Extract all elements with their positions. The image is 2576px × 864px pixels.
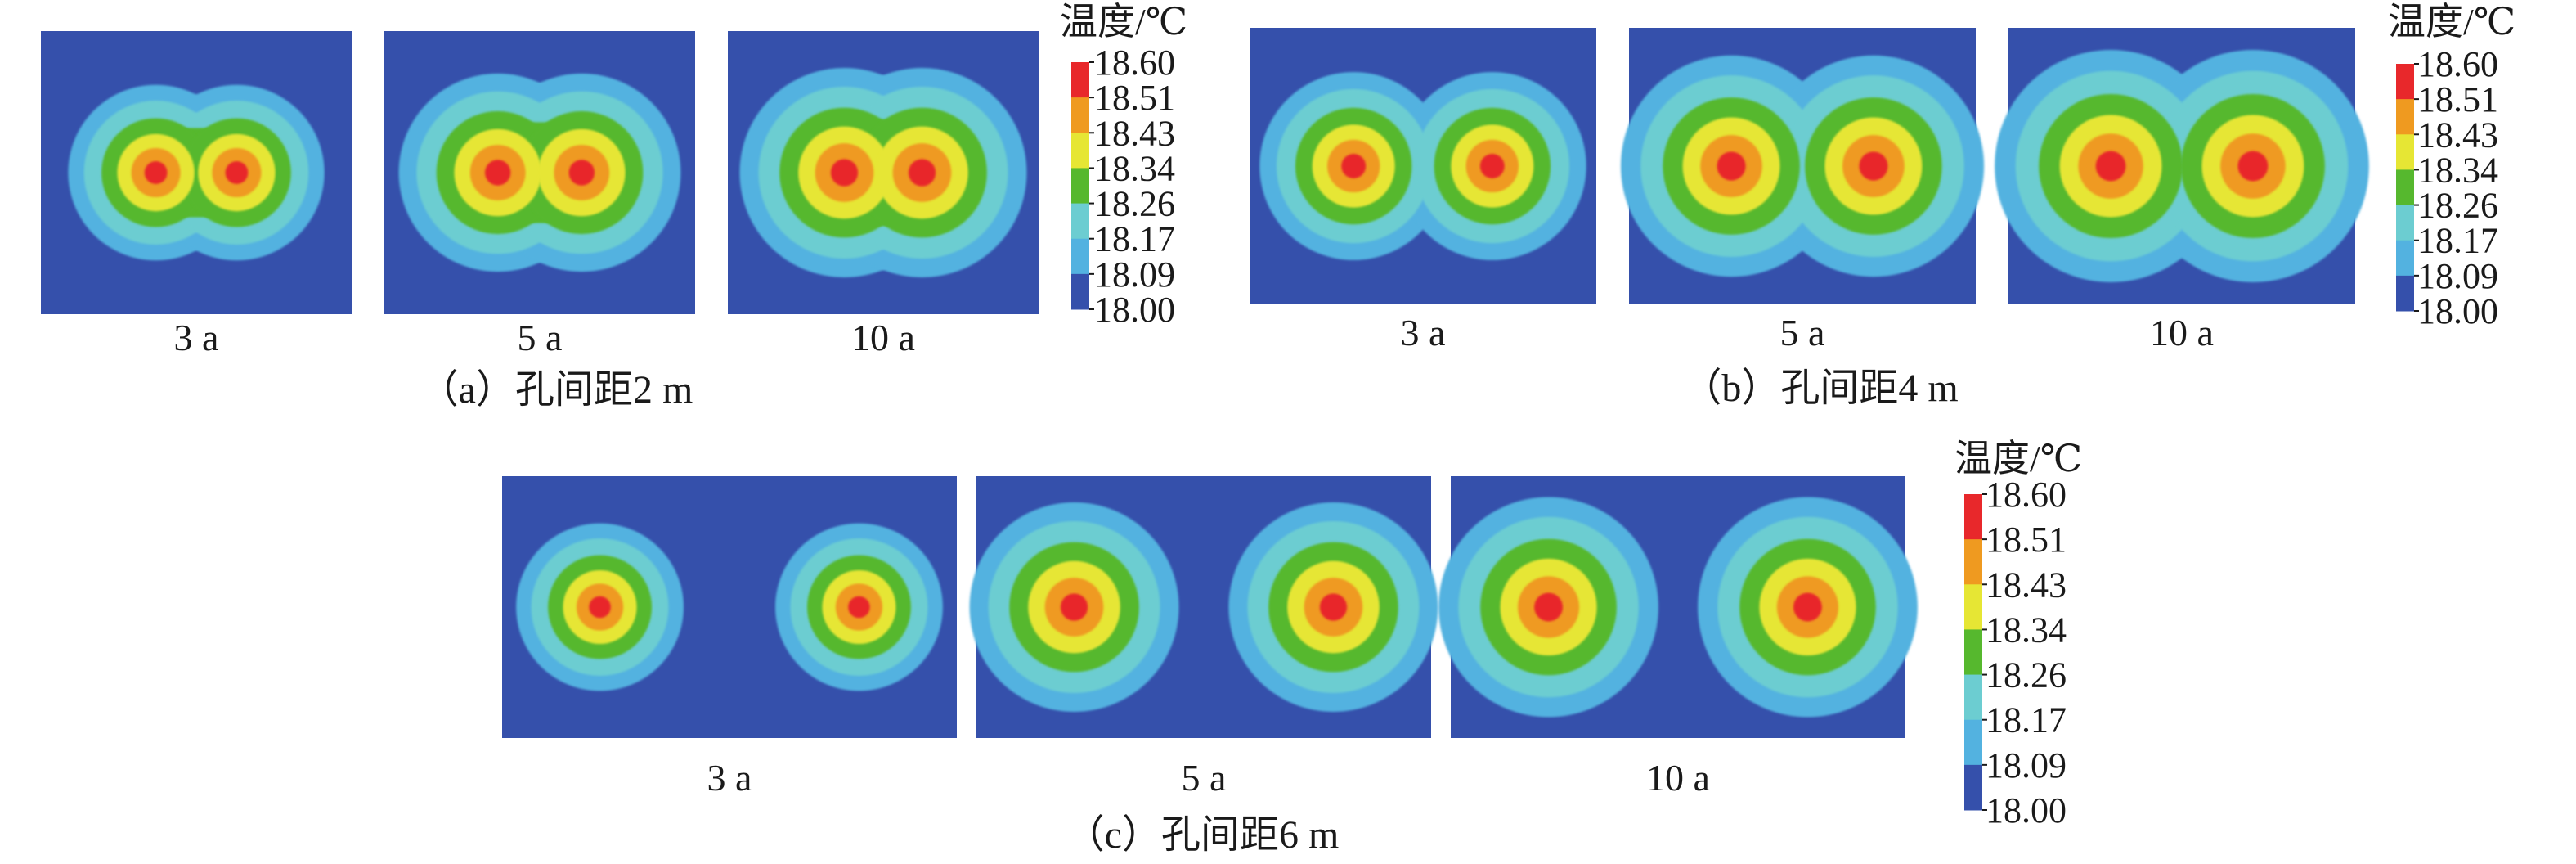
colorbar-tick-label: 18.51: [2417, 79, 2498, 119]
contour-ring: [1060, 593, 1088, 621]
panel-time-label: 10 a: [851, 317, 915, 358]
group-caption: （a）孔间距2 m: [420, 368, 693, 412]
colorbar: 温度/℃18.60 18.51 18.43 18.34 18.26 18.17 18.09 1…: [1954, 438, 2082, 830]
colorbar-tick-label: 18.60: [2417, 44, 2498, 84]
colorbars: 温度/℃18.6018.5118.4318.3418.2618.1718.091…: [1060, 1, 2515, 830]
colorbar-segment: [1964, 719, 1982, 766]
contour-panels: [41, 28, 2369, 738]
colorbar-tick-label: 18.43: [1986, 565, 2067, 605]
colorbar-tick-label: 18.17: [1986, 700, 2067, 740]
colorbar-tick-label: 18.17: [2417, 221, 2498, 261]
colorbar-tick-label: 18.43: [1094, 113, 1175, 153]
colorbar-tick-label: 18.26: [1094, 184, 1175, 224]
colorbar-segment: [2396, 205, 2414, 241]
colorbar-tick-label: 18.00: [2417, 291, 2498, 331]
contour-panel: [1995, 28, 2369, 304]
colorbar-segment: [1071, 168, 1089, 205]
contour-ring: [1717, 151, 1746, 181]
colorbar-title: 温度/℃: [1954, 438, 2082, 479]
contour-panel: [728, 31, 1039, 314]
contour-panel: [969, 476, 1438, 738]
colorbar-segment: [1964, 764, 1982, 811]
colorbar-tick-label: 18.09: [1986, 745, 2067, 785]
colorbar: 温度/℃18.6018.5118.4318.3418.2618.1718.091…: [2388, 1, 2515, 331]
colorbar-segment: [2396, 169, 2414, 206]
contour-ring: [908, 159, 936, 187]
contour-ring: [1479, 154, 1505, 178]
colorbar-tick-label: 18.09: [1094, 254, 1175, 295]
panel-time-label: 5 a: [518, 317, 563, 358]
contour-ring: [848, 596, 870, 619]
contour-ring: [1534, 592, 1564, 622]
contour-panel: [1250, 28, 1596, 304]
colorbar-segment: [1071, 133, 1089, 169]
colorbar-segment: [1071, 203, 1089, 240]
contour-ring: [1793, 592, 1822, 622]
group-captions: （a）孔间距2 m （b）孔间距4 m （c）孔间距6 m: [420, 367, 1959, 857]
colorbar-segment: [2396, 275, 2414, 312]
colorbar-tick-label: 18.60: [1986, 475, 2067, 515]
colorbar-segment: [2396, 240, 2414, 277]
panel-time-label: 3 a: [1401, 312, 1446, 353]
colorbar-segment: [1071, 273, 1089, 310]
contour-ring: [225, 161, 249, 184]
panel-labels: 3 a 5 a 10 a 3 a 5 a 10 a 3 a 5 a 10 a: [174, 312, 2214, 799]
contour-ring: [568, 160, 595, 186]
panel-time-label: 10 a: [2150, 312, 2214, 353]
group-caption: （b）孔间距4 m: [1682, 367, 1958, 410]
colorbar-tick-label: 18.00: [1094, 290, 1175, 330]
colorbar-tick-label: 18.00: [1986, 790, 2067, 830]
colorbar-tick-label: 18.34: [2417, 150, 2498, 190]
contour-panel: [1620, 28, 1985, 304]
contour-panel: [502, 476, 957, 738]
colorbar-tick-label: 18.34: [1986, 610, 2067, 650]
colorbar-title: 温度/℃: [2388, 1, 2515, 43]
colorbar-tick-label: 18.09: [2417, 256, 2498, 296]
panel-time-label: 5 a: [1780, 312, 1825, 353]
colorbar-segment: [1964, 539, 1982, 585]
colorbar-tick-label: 18.26: [1986, 655, 2067, 695]
colorbar-segment: [2396, 99, 2414, 135]
contour-panel: [41, 31, 352, 314]
contour-ring: [830, 159, 859, 187]
colorbar-tick-label: 18.51: [1986, 520, 2067, 560]
colorbar-segment: [2396, 64, 2414, 100]
colorbar-segment: [1964, 494, 1982, 540]
colorbar-tick-label: 18.26: [2417, 186, 2498, 226]
contour-ring: [589, 596, 611, 619]
contour-ring: [2095, 151, 2126, 182]
panel-time-label: 3 a: [174, 317, 219, 358]
colorbar: 温度/℃18.6018.5118.4318.3418.2618.1718.091…: [1060, 1, 1187, 330]
colorbar-tick-label: 18.43: [2417, 115, 2498, 155]
contour-panel: [384, 31, 695, 314]
contour-ring: [1341, 154, 1367, 178]
colorbar-tick-label: 18.51: [1094, 78, 1175, 118]
contour-ring: [144, 161, 168, 184]
colorbar-tick-label: 18.17: [1094, 219, 1175, 259]
contour-ring: [1319, 593, 1348, 621]
panel-time-label: 10 a: [1646, 757, 1710, 799]
panel-time-label: 3 a: [707, 757, 752, 799]
colorbar-segment: [1964, 584, 1982, 630]
colorbar-tick-label: 18.60: [1094, 43, 1175, 83]
colorbar-title: 温度/℃: [1060, 1, 1187, 43]
contour-panel: [1438, 476, 1918, 738]
colorbar-segment: [1071, 238, 1089, 275]
contour-ring: [1859, 151, 1888, 181]
colorbar-segment: [1071, 62, 1089, 98]
colorbar-segment: [1964, 629, 1982, 676]
panel-time-label: 5 a: [1182, 757, 1227, 799]
colorbar-segment: [1964, 674, 1982, 721]
contour-ring: [2237, 151, 2269, 182]
colorbar-segment: [1071, 97, 1089, 133]
contour-ring: [484, 160, 511, 186]
colorbar-tick-label: 18.34: [1094, 148, 1175, 188]
colorbar-segment: [2396, 134, 2414, 170]
group-caption: （c）孔间距6 m: [1066, 813, 1340, 857]
